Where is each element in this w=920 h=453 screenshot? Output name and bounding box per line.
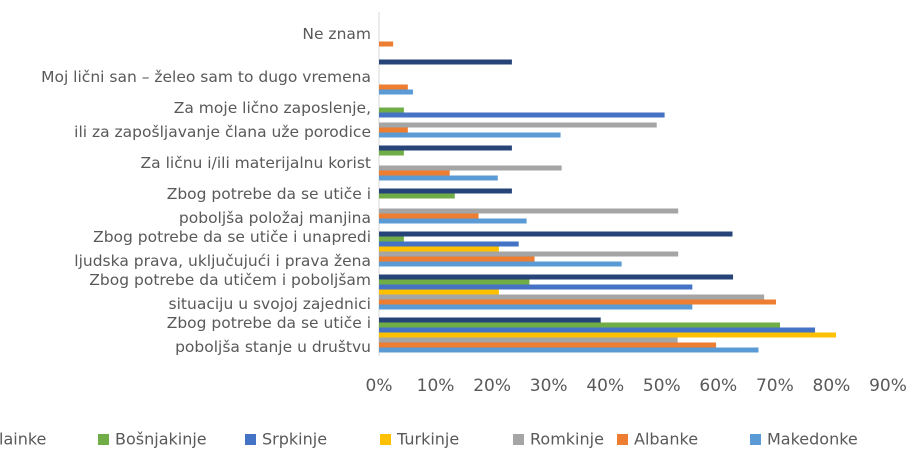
category-label: Zbog potrebe da se utiče i poboljša polo…: [166, 185, 371, 227]
x-tick-label: 0%: [366, 376, 393, 396]
bar: [379, 299, 777, 305]
category-label: Zbog potrebe da se utiče i poboljša stan…: [166, 314, 371, 356]
bar: [379, 112, 665, 118]
category-label: Za ličnu i/ili materijalnu korist: [140, 154, 371, 172]
bar: [379, 322, 780, 328]
x-tick-label: 40%: [586, 376, 624, 396]
bar: [379, 132, 561, 138]
legend-label: Turkinje: [396, 430, 459, 449]
bar: [379, 170, 450, 176]
x-tick-label: 90%: [869, 376, 907, 396]
legend-marker: [750, 434, 761, 445]
legend-marker: [245, 434, 256, 445]
legend-marker: [513, 434, 524, 445]
bar: [379, 241, 519, 247]
legend-label: Romkinje: [530, 430, 604, 449]
bar: [379, 342, 717, 348]
category-label: Zbog potrebe da utičem i poboljšam situa…: [89, 271, 371, 313]
legend-marker: [617, 434, 628, 445]
bar: [379, 208, 679, 214]
bar: [379, 327, 816, 333]
bar: [379, 261, 622, 267]
x-tick-label: 20%: [473, 376, 511, 396]
bar: [379, 122, 657, 128]
category-label: Zbog potrebe da se utiče i unapredi ljud…: [74, 228, 371, 270]
x-tick-label: 70%: [756, 376, 794, 396]
bar: [379, 89, 413, 95]
x-tick-label: 60%: [699, 376, 737, 396]
bar: [379, 41, 394, 47]
category-label: Za moje lično zaposlenje, ili za zapošlj…: [74, 99, 371, 141]
bar: [379, 193, 455, 199]
bar: [379, 165, 562, 171]
bar: [379, 332, 836, 338]
bar: [379, 317, 601, 323]
bar: [379, 188, 512, 194]
x-tick-label: 30%: [530, 376, 568, 396]
bar: [379, 337, 678, 343]
x-tick-label: 50%: [643, 376, 681, 396]
legend-label: Albanke: [634, 430, 698, 449]
bar: [379, 347, 759, 353]
bar: [379, 145, 512, 151]
bar: [379, 218, 527, 224]
bar: [379, 289, 499, 295]
bar: [379, 84, 408, 90]
category-label: Ne znam: [302, 25, 371, 43]
bar: [379, 150, 404, 156]
x-tick-label: 10%: [417, 376, 455, 396]
bar: [379, 256, 535, 262]
bar: [379, 284, 693, 290]
bar: [379, 59, 512, 65]
legend-marker: [380, 434, 391, 445]
bar: [379, 175, 498, 181]
legend-label: Srpkinje: [262, 430, 327, 449]
bar: [379, 107, 404, 113]
bar: [379, 236, 404, 242]
bar: [379, 304, 693, 310]
bar: [379, 294, 765, 300]
bar: [379, 213, 479, 219]
bar: [379, 246, 499, 252]
x-tick-label: 80%: [813, 376, 851, 396]
bar: [379, 279, 530, 285]
legend-label: lainke: [0, 430, 46, 449]
bar: [379, 231, 733, 237]
legend-label: Bošnjakinje: [115, 430, 207, 449]
legend-marker: [98, 434, 109, 445]
category-label: Moj lični san – želeo sam to dugo vremen…: [41, 68, 371, 86]
bar: [379, 127, 408, 133]
bar: [379, 251, 679, 257]
bar: [379, 274, 734, 280]
legend-label: Makedonke: [767, 430, 858, 449]
